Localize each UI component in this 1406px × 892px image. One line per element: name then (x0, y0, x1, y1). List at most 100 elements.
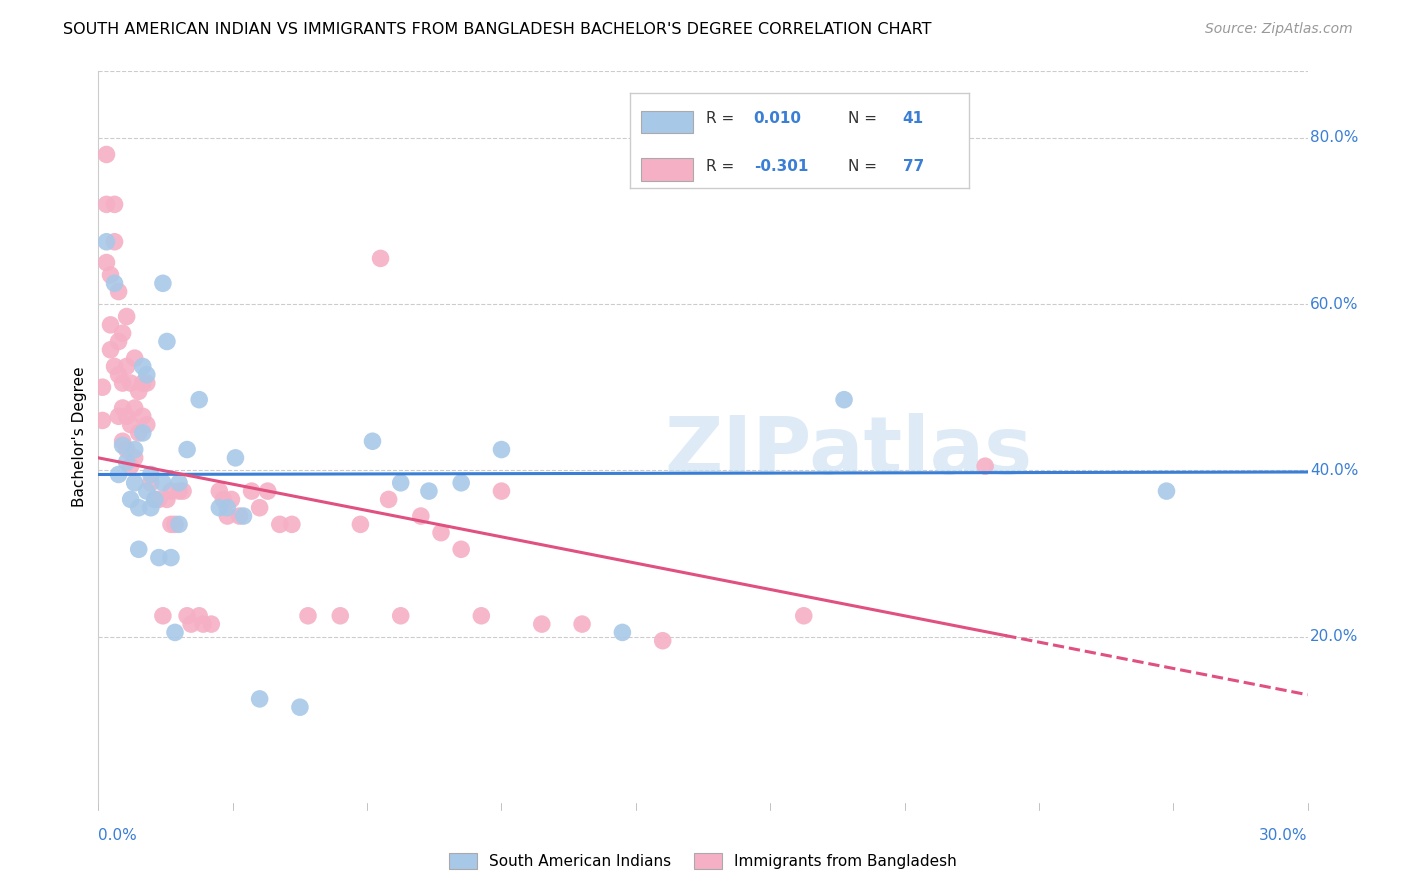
Point (100, 343, 122, 357)
Point (297, 608, 319, 623)
Point (143, 492, 166, 507)
Point (409, 509, 432, 524)
Point (128, 425, 150, 440)
Point (148, 492, 170, 507)
Point (96, 147, 118, 161)
Point (128, 384, 150, 399)
Text: 40.0%: 40.0% (1310, 463, 1358, 478)
Point (152, 608, 174, 623)
Point (148, 550, 170, 565)
Point (107, 334, 129, 349)
Point (450, 475, 472, 490)
Text: 0.010: 0.010 (754, 112, 801, 127)
Point (107, 409, 129, 424)
Point (103, 359, 125, 374)
Point (96, 235, 118, 249)
Point (132, 376, 155, 390)
FancyBboxPatch shape (641, 111, 693, 133)
Text: Source: ZipAtlas.com: Source: ZipAtlas.com (1205, 22, 1353, 37)
Point (377, 492, 399, 507)
Point (111, 401, 134, 415)
Point (208, 484, 231, 499)
Point (349, 517, 371, 532)
Point (111, 434, 134, 449)
Point (107, 285, 129, 299)
Point (160, 484, 183, 499)
Point (1156, 484, 1178, 499)
Point (269, 517, 291, 532)
Point (163, 517, 186, 532)
Point (152, 277, 174, 291)
Point (176, 608, 198, 623)
Point (100, 268, 122, 282)
Point (107, 368, 129, 382)
Point (224, 450, 246, 465)
Point (530, 617, 553, 632)
Point (96, 255, 118, 269)
Point (232, 509, 254, 524)
Point (221, 492, 243, 507)
Point (103, 197, 125, 211)
Point (120, 459, 142, 474)
Point (389, 608, 412, 623)
Point (491, 484, 513, 499)
Point (470, 608, 492, 623)
Point (91, 413, 114, 427)
Point (160, 517, 183, 532)
Point (120, 492, 142, 507)
Point (167, 475, 190, 490)
Point (160, 550, 183, 565)
Point (124, 401, 146, 415)
Point (124, 351, 146, 365)
Point (139, 467, 162, 482)
Point (217, 509, 239, 524)
Point (281, 517, 304, 532)
Point (249, 500, 271, 515)
Point (571, 617, 593, 632)
Point (180, 617, 202, 632)
Point (124, 475, 146, 490)
Text: -0.301: -0.301 (754, 159, 808, 174)
Text: R =: R = (706, 159, 740, 174)
Point (288, 700, 311, 714)
Text: 41: 41 (903, 112, 924, 127)
Point (612, 625, 634, 640)
Point (217, 500, 239, 515)
Point (115, 409, 138, 424)
Point (430, 525, 453, 540)
Text: 0.0%: 0.0% (98, 829, 138, 844)
Point (370, 252, 392, 266)
Point (124, 442, 146, 457)
Point (249, 692, 271, 706)
Point (389, 475, 412, 490)
Legend: South American Indians, Immigrants from Bangladesh: South American Indians, Immigrants from … (443, 847, 963, 875)
Point (193, 617, 215, 632)
Point (135, 376, 157, 390)
Point (120, 376, 142, 390)
FancyBboxPatch shape (641, 158, 693, 181)
Point (450, 542, 472, 557)
Point (212, 492, 235, 507)
Point (96, 197, 118, 211)
Point (200, 617, 222, 632)
Point (172, 484, 194, 499)
Point (156, 492, 179, 507)
Point (139, 475, 162, 490)
Point (111, 438, 134, 452)
Point (115, 310, 138, 324)
Point (188, 608, 211, 623)
Point (128, 500, 150, 515)
Point (100, 318, 122, 332)
Point (120, 417, 142, 432)
Point (793, 608, 815, 623)
Point (176, 442, 198, 457)
Text: 80.0%: 80.0% (1310, 130, 1358, 145)
Point (156, 334, 179, 349)
Point (329, 608, 352, 623)
Point (143, 492, 166, 507)
Point (132, 359, 155, 374)
Text: N =: N = (848, 159, 883, 174)
Point (128, 542, 150, 557)
Point (167, 517, 190, 532)
Text: 77: 77 (903, 159, 924, 174)
